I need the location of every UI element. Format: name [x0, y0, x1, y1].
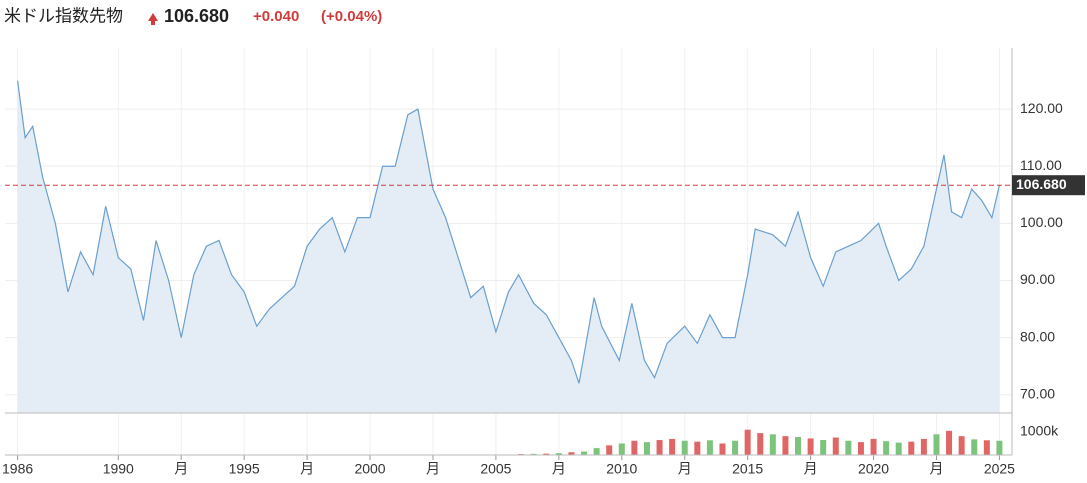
- instrument-title: 米ドル指数先物: [4, 6, 123, 25]
- volume-bar: [908, 441, 915, 455]
- volume-bar: [568, 452, 575, 455]
- volume-bar: [971, 439, 978, 455]
- price-line: [16, 80, 1000, 384]
- volume-bar: [895, 442, 902, 455]
- volume-bar: [820, 440, 827, 455]
- y-tick-label: 100.00: [1020, 214, 1063, 230]
- volume-bar: [757, 433, 764, 455]
- x-tick-label: 月: [552, 461, 566, 477]
- y-tick-label: 80.00: [1020, 328, 1055, 344]
- x-tick-label: 2000: [354, 461, 385, 477]
- volume-bar: [946, 430, 953, 455]
- volume-bar: [933, 434, 940, 455]
- x-tick-label: 1995: [229, 461, 260, 477]
- y-tick-label: 120.00: [1020, 100, 1063, 116]
- x-tick-label: 月: [678, 461, 692, 477]
- x-tick-label: 月: [426, 461, 440, 477]
- volume-bar: [845, 440, 852, 455]
- volume-bar: [555, 453, 562, 455]
- volume-bar: [769, 434, 776, 455]
- up-arrow: [148, 13, 158, 25]
- volume-bar: [631, 440, 638, 455]
- volume-bar: [983, 440, 990, 455]
- volume-bar: [958, 436, 965, 455]
- volume-bar: [606, 445, 613, 455]
- volume-bar: [920, 438, 927, 455]
- y-tick-label: 110.00: [1020, 157, 1062, 173]
- y-tick-label: 90.00: [1020, 271, 1055, 287]
- x-tick-label: 2015: [732, 461, 763, 477]
- volume-bar: [543, 453, 550, 455]
- x-tick-label: 2020: [858, 461, 889, 477]
- area-fill: [17, 80, 1000, 413]
- volume-bar: [870, 438, 877, 455]
- volume-bar: [732, 440, 739, 455]
- x-tick-label: 月: [804, 461, 818, 477]
- x-tick-label: 月: [929, 461, 943, 477]
- volume-bar: [681, 440, 688, 455]
- volume-bar: [744, 429, 751, 455]
- x-tick-label: 月: [300, 461, 314, 477]
- volume-bar: [643, 442, 650, 455]
- last-price-label: 106.680: [1016, 176, 1067, 192]
- change-percent: (+0.04%): [321, 8, 382, 25]
- volume-bar: [593, 448, 600, 455]
- volume-bar: [706, 440, 713, 455]
- volume-bar: [883, 441, 890, 455]
- x-tick-label: 2025: [984, 461, 1015, 477]
- x-tick-label: 月: [174, 461, 188, 477]
- volume-bar: [795, 437, 802, 455]
- last-price-tag: [1012, 175, 1085, 196]
- volume-bar: [782, 436, 789, 455]
- volume-bar: [669, 438, 676, 455]
- price: 106.680: [164, 6, 229, 26]
- volume-bar: [618, 443, 625, 455]
- volume-bar: [530, 453, 537, 455]
- volume-bar: [719, 443, 726, 455]
- volume-bar: [807, 438, 814, 455]
- volume-bar: [656, 440, 663, 455]
- x-tick-label: 1990: [103, 461, 134, 477]
- volume-bar: [694, 441, 701, 455]
- volume-bar: [832, 437, 839, 455]
- volume-bar: [581, 451, 588, 455]
- volume-bar: [857, 442, 864, 455]
- x-tick-label: 2010: [606, 461, 637, 477]
- volume-bar: [996, 440, 1003, 455]
- y-tick-label: 70.00: [1020, 385, 1055, 401]
- change: +0.040: [253, 8, 299, 25]
- volume-tick-label: 1000k: [1020, 423, 1059, 439]
- x-tick-label: 2005: [480, 461, 511, 477]
- x-tick-label: 1986: [2, 461, 33, 477]
